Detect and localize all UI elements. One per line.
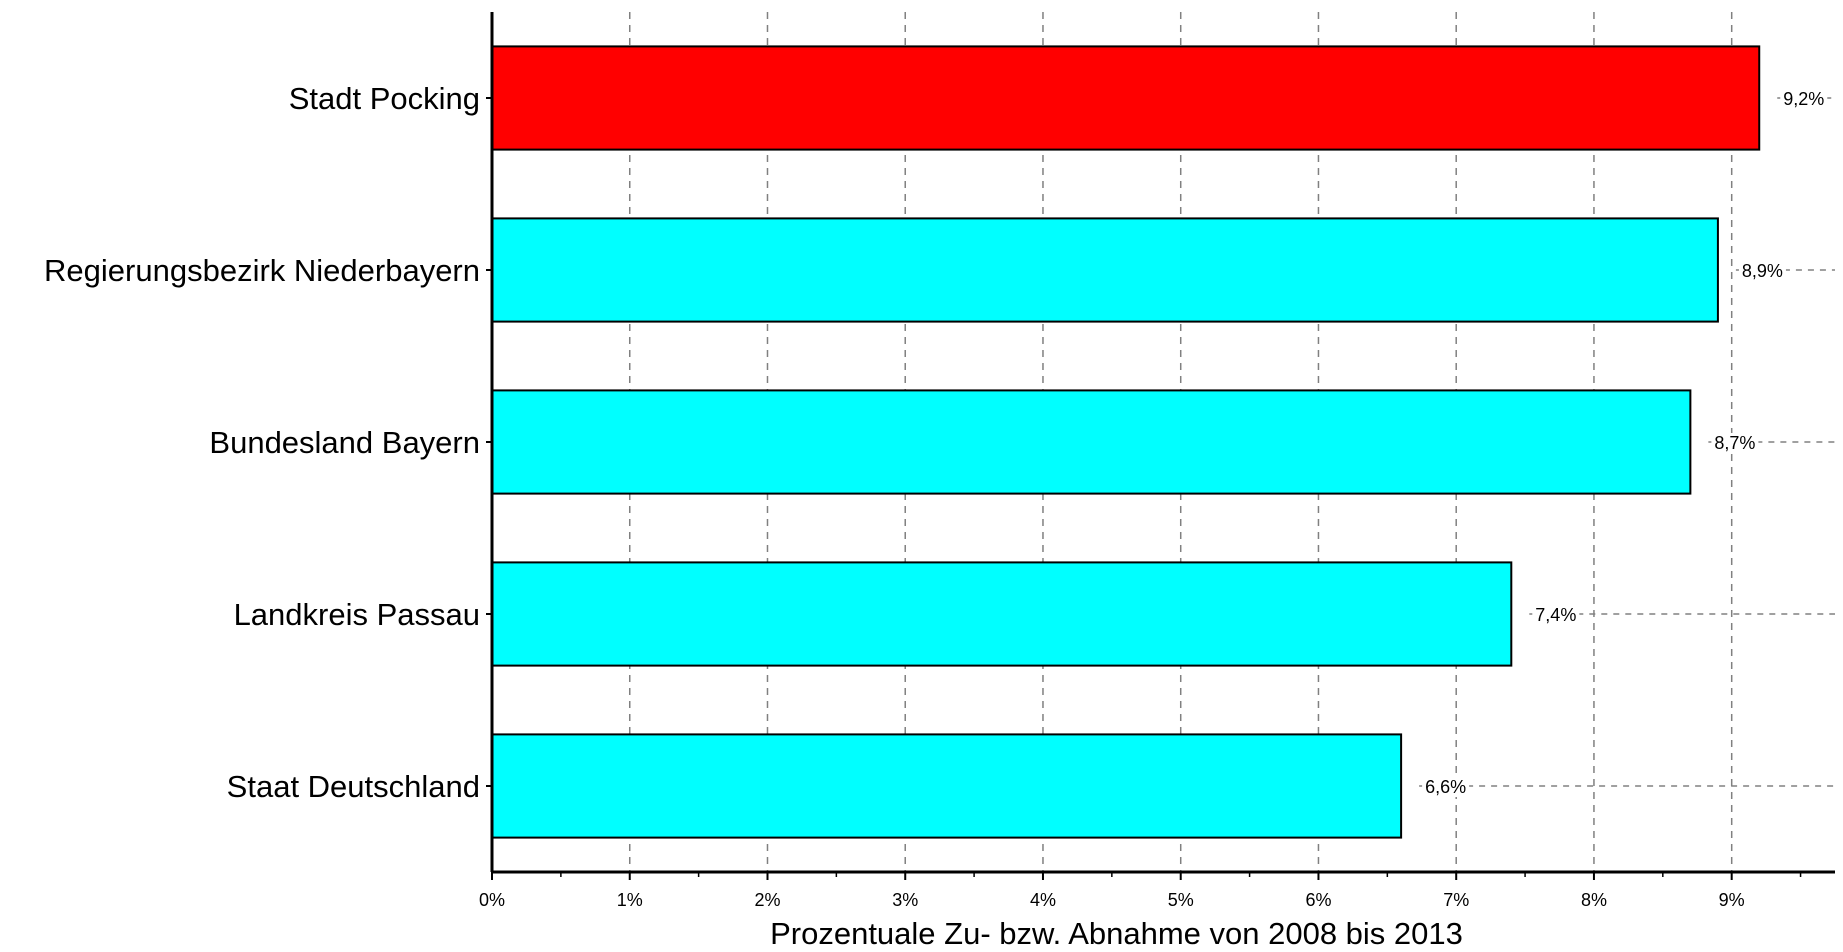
category-label: Bundesland Bayern (209, 425, 480, 460)
data-label: 8,7% (1714, 433, 1755, 453)
x-tick-label: 4% (1030, 890, 1056, 910)
x-tick-label: 6% (1305, 890, 1331, 910)
x-tick-label: 2% (754, 890, 780, 910)
x-tick-label: 0% (479, 890, 505, 910)
bar (492, 218, 1718, 321)
category-label: Stadt Pocking (289, 81, 480, 116)
bars-group (492, 46, 1759, 837)
x-tick-label: 9% (1719, 890, 1745, 910)
x-tick-label: 1% (617, 890, 643, 910)
x-axis-title: Prozentuale Zu- bzw. Abnahme von 2008 bi… (770, 916, 1463, 951)
category-label: Staat Deutschland (227, 769, 480, 804)
x-tick-label: 7% (1443, 890, 1469, 910)
x-tick-label: 8% (1581, 890, 1607, 910)
bar (492, 734, 1401, 837)
data-label: 6,6% (1425, 777, 1466, 797)
bar (492, 46, 1759, 149)
category-label: Regierungsbezirk Niederbayern (44, 253, 480, 288)
data-label: 8,9% (1742, 261, 1783, 281)
x-tick-label: 3% (892, 890, 918, 910)
category-label: Landkreis Passau (234, 597, 480, 632)
bar (492, 390, 1690, 493)
data-label: 7,4% (1535, 605, 1576, 625)
data-label: 9,2% (1783, 89, 1824, 109)
bar (492, 562, 1511, 665)
x-tick-label: 5% (1168, 890, 1194, 910)
